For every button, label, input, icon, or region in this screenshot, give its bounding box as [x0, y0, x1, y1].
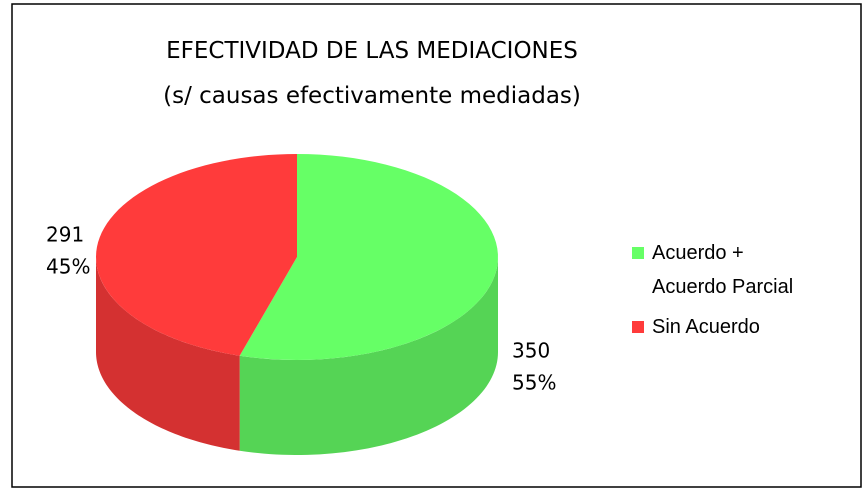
chart-subtitle: (s/ causas efectivamente mediadas): [163, 83, 581, 109]
legend-swatch: [632, 321, 644, 333]
pie-tops: [96, 154, 498, 360]
pie-slice: [239, 154, 498, 360]
legend-label: Acuerdo + Acuerdo Parcial: [652, 242, 794, 298]
pie: [96, 154, 498, 455]
legend-item: Acuerdo + Acuerdo Parcial: [630, 236, 822, 304]
pie-slice: [96, 154, 297, 356]
data-label: 350: [512, 339, 550, 363]
data-label-percent: 45%: [46, 255, 90, 279]
data-label-percent: 55%: [512, 371, 556, 395]
chart-title: EFECTIVIDAD DE LAS MEDIACIONES: [166, 38, 578, 64]
legend-swatch: [632, 247, 644, 259]
legend: Acuerdo + Acuerdo Parcial Sin Acuerdo: [630, 236, 830, 350]
pie-sides: [96, 257, 498, 455]
pie-side: [96, 257, 240, 451]
legend-item: Sin Acuerdo: [630, 310, 822, 344]
data-label: 291: [46, 223, 84, 247]
pie-side: [239, 257, 498, 455]
legend-label: Sin Acuerdo: [652, 316, 760, 338]
